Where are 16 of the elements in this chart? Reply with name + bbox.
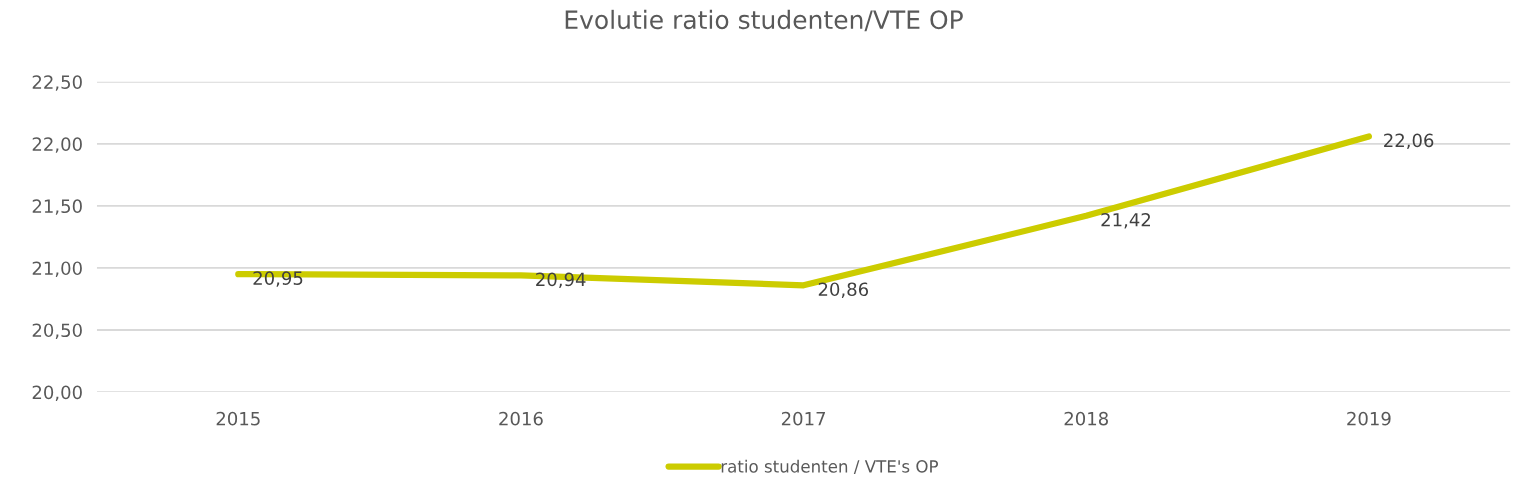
y-tick-label: 21,00 xyxy=(32,261,82,277)
x-tick-label: 2015 xyxy=(216,411,260,426)
legend-label: ratio studenten / VTE's OP xyxy=(721,459,939,474)
x-tick-label: 2019 xyxy=(1347,411,1391,426)
y-tick-label: 22,50 xyxy=(32,75,82,91)
data-label: 21,42 xyxy=(1101,212,1150,229)
y-tick-label: 21,50 xyxy=(32,199,82,215)
y-tick-label: 20,50 xyxy=(32,323,82,339)
x-tick-label: 2016 xyxy=(499,411,543,426)
x-tick-label: 2018 xyxy=(1064,411,1108,426)
chart-title: Evolutie ratio studenten/VTE OP xyxy=(565,9,963,32)
data-label: 20,86 xyxy=(818,282,869,298)
x-tick-label: 2017 xyxy=(781,411,826,426)
y-tick-label: 20,00 xyxy=(32,385,82,401)
data-label: 22,06 xyxy=(1384,133,1434,150)
y-tick-label: 22,00 xyxy=(32,137,82,153)
